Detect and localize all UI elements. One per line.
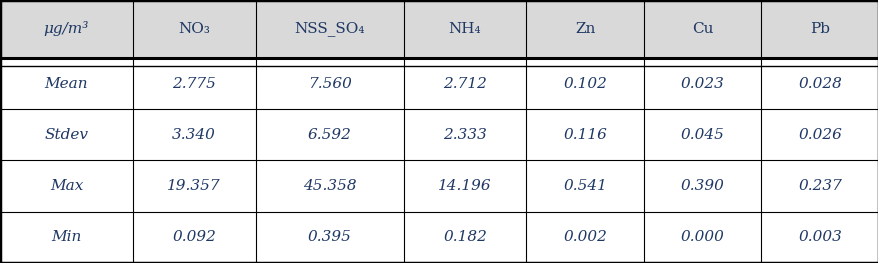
Bar (0, 58, 878, 109)
Text: Zn: Zn (574, 22, 594, 36)
Text: Mean: Mean (45, 77, 88, 90)
Text: 6.592: 6.592 (307, 128, 351, 142)
Text: 0.045: 0.045 (680, 128, 723, 142)
Text: NH₄: NH₄ (449, 22, 481, 36)
Bar (0, 109, 878, 160)
Text: 0.541: 0.541 (563, 179, 607, 193)
Text: 0.390: 0.390 (680, 179, 723, 193)
Text: 2.333: 2.333 (443, 128, 486, 142)
Text: μg/m³: μg/m³ (44, 21, 89, 37)
Text: 0.000: 0.000 (680, 230, 723, 244)
Text: Stdev: Stdev (45, 128, 89, 142)
Text: 2.775: 2.775 (172, 77, 216, 90)
Text: 0.237: 0.237 (797, 179, 841, 193)
Bar (0, 0, 878, 58)
Text: 14.196: 14.196 (438, 179, 492, 193)
Text: 0.395: 0.395 (307, 230, 351, 244)
Text: 0.102: 0.102 (563, 77, 607, 90)
Bar (0, 212, 878, 263)
Text: 0.002: 0.002 (563, 230, 607, 244)
Text: 45.358: 45.358 (302, 179, 356, 193)
Text: 0.026: 0.026 (797, 128, 841, 142)
Text: 2.712: 2.712 (443, 77, 486, 90)
Text: 0.023: 0.023 (680, 77, 723, 90)
Text: Cu: Cu (691, 22, 713, 36)
Text: 0.028: 0.028 (797, 77, 841, 90)
Text: Max: Max (50, 179, 83, 193)
Text: Min: Min (51, 230, 82, 244)
Text: NSS_SO₄: NSS_SO₄ (294, 22, 364, 36)
Text: 19.357: 19.357 (167, 179, 220, 193)
Text: 0.003: 0.003 (797, 230, 841, 244)
Text: NO₃: NO₃ (178, 22, 210, 36)
Bar (0, 160, 878, 212)
Text: 3.340: 3.340 (172, 128, 216, 142)
Text: 0.116: 0.116 (563, 128, 607, 142)
Text: 7.560: 7.560 (307, 77, 351, 90)
Text: Pb: Pb (810, 22, 830, 36)
Text: 0.092: 0.092 (172, 230, 216, 244)
Text: 0.182: 0.182 (443, 230, 486, 244)
